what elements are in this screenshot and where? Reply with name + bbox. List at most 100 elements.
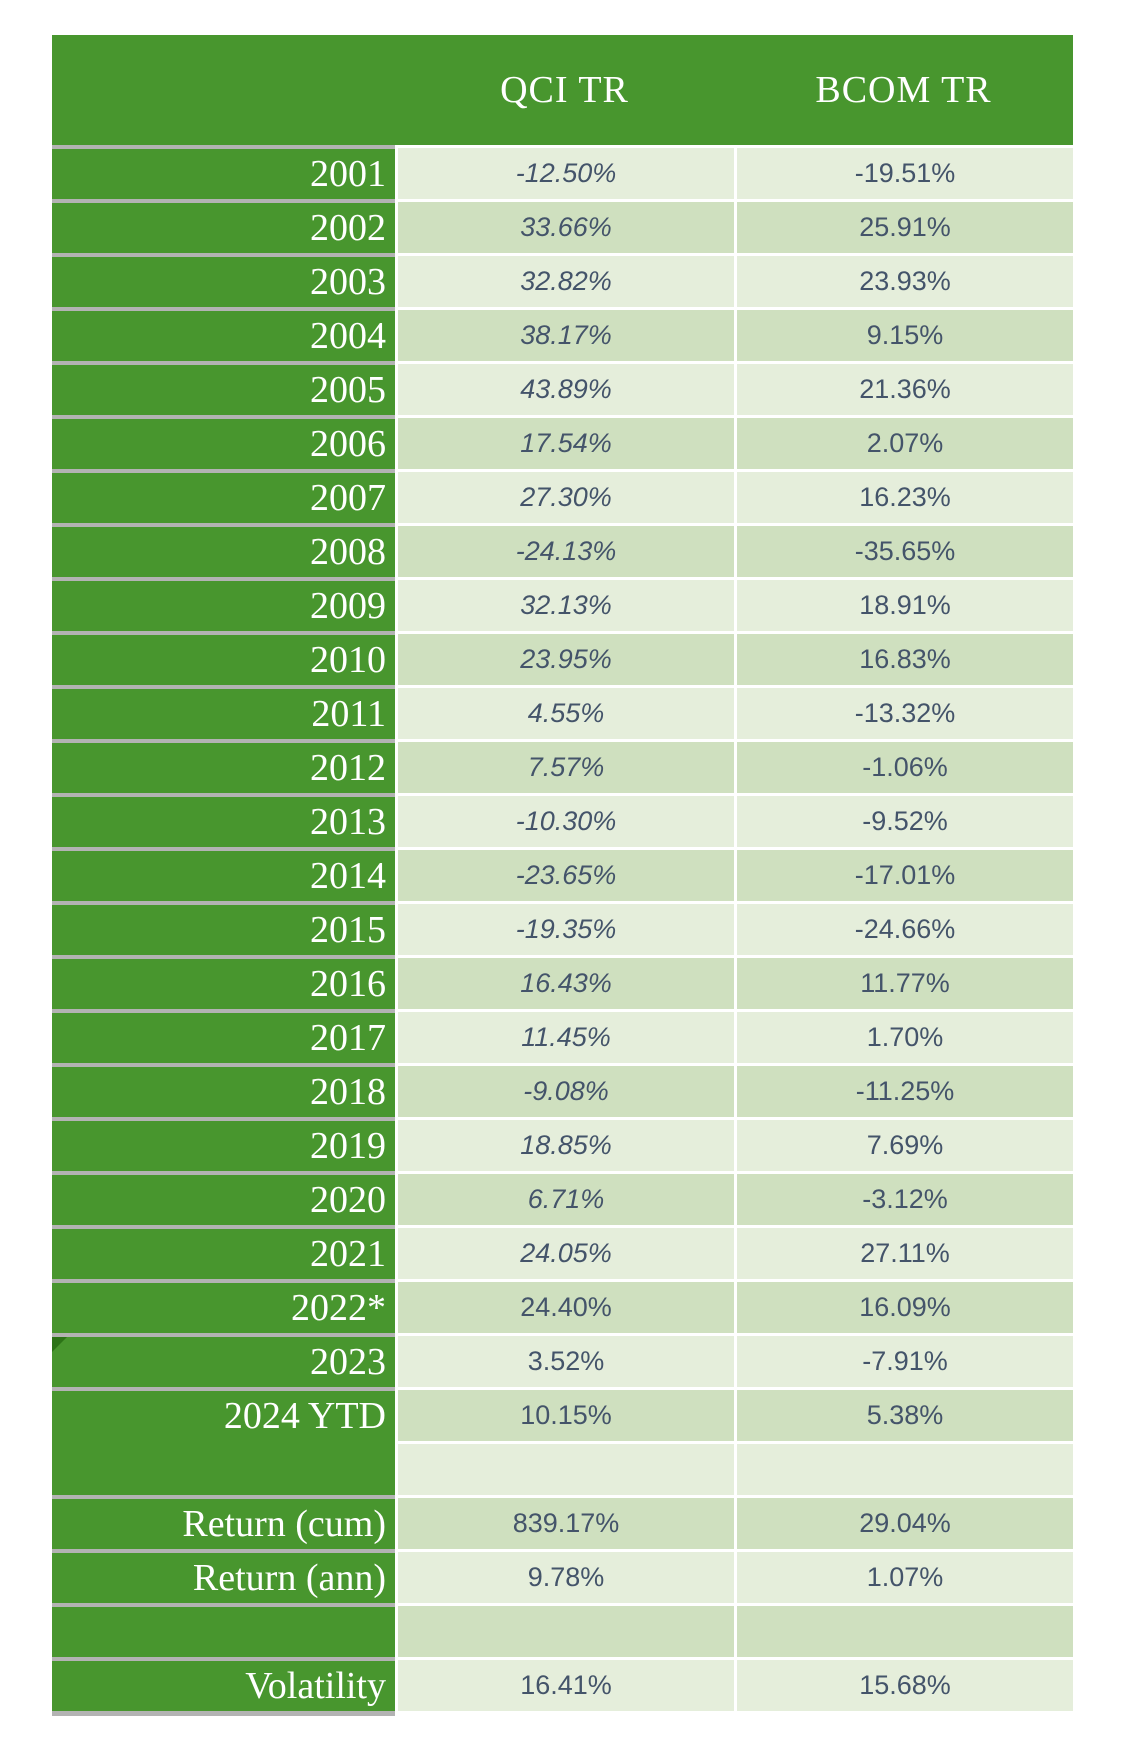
qci-value-cell: 16.41% (395, 1657, 734, 1711)
bcom-value: 18.91% (859, 590, 951, 620)
bcom-value: 1.07% (866, 1562, 944, 1592)
table-row: Volatility 16.41% 15.68% (52, 1657, 1073, 1711)
row-label-cell: 2008 (52, 523, 395, 577)
bcom-value: 21.36% (859, 374, 951, 404)
qci-value: 10.15% (520, 1400, 612, 1430)
table-row: 2007 27.30% 16.23% (52, 469, 1073, 523)
bcom-value: 25.91% (859, 212, 951, 242)
table-row: 2009 32.13% 18.91% (52, 577, 1073, 631)
qci-value: 3.52% (527, 1346, 605, 1376)
row-label-cell: Return (ann) (52, 1549, 395, 1603)
row-label: Volatility (245, 1665, 386, 1707)
row-label: 2016 (310, 963, 386, 1005)
row-label-cell: 2022* (52, 1279, 395, 1333)
qci-value-cell: 32.82% (395, 253, 734, 307)
qci-value-cell: -24.13% (395, 523, 734, 577)
table-row: 2010 23.95% 16.83% (52, 631, 1073, 685)
qci-value: -19.35% (515, 914, 617, 944)
qci-value-cell: 16.43% (395, 955, 734, 1009)
bcom-value-cell: -35.65% (734, 523, 1073, 577)
qci-value: 32.82% (520, 266, 612, 296)
row-label: 2007 (310, 477, 386, 519)
header-cell-bcom: BCOM TR (815, 69, 992, 111)
qci-value: 4.55% (527, 698, 605, 728)
qci-value-cell: 839.17% (395, 1495, 734, 1549)
qci-value: 18.85% (520, 1130, 612, 1160)
bcom-value-cell: 25.91% (734, 199, 1073, 253)
bcom-value: 23.93% (859, 266, 951, 296)
row-label-cell: 2012 (52, 739, 395, 793)
table-row (52, 1603, 1073, 1657)
table-row: 2003 32.82% 23.93% (52, 253, 1073, 307)
bcom-value: -24.66% (854, 914, 956, 944)
table-row: 2018 -9.08% -11.25% (52, 1063, 1073, 1117)
bcom-value: 16.83% (859, 644, 951, 674)
returns-table: QCI TR BCOM TR 2001 -12.50% -19.51% 2002… (52, 35, 1073, 1716)
bcom-value: -35.65% (854, 536, 956, 566)
row-label: 2004 (310, 315, 386, 357)
row-label: 2001 (310, 153, 386, 195)
row-label: 2020 (310, 1179, 386, 1221)
row-label-cell: 2020 (52, 1171, 395, 1225)
bcom-value: -7.91% (862, 1346, 948, 1376)
row-label: 2024 YTD (223, 1395, 386, 1437)
qci-value-cell: 9.78% (395, 1549, 734, 1603)
row-label-cell: 2002 (52, 199, 395, 253)
qci-value: 17.54% (520, 428, 612, 458)
table-row: 2022* 24.40% 16.09% (52, 1279, 1073, 1333)
table-row: 2013 -10.30% -9.52% (52, 793, 1073, 847)
bcom-value-cell: 18.91% (734, 577, 1073, 631)
bcom-value-cell: 9.15% (734, 307, 1073, 361)
bcom-value-cell: 15.68% (734, 1657, 1073, 1711)
qci-value: -10.30% (515, 806, 617, 836)
row-label-cell: 2021 (52, 1225, 395, 1279)
qci-value: 43.89% (520, 374, 612, 404)
header-spacer-cell (52, 35, 395, 145)
bcom-value: -3.12% (862, 1184, 948, 1214)
row-label-cell: 2010 (52, 631, 395, 685)
row-label: 2014 (310, 855, 386, 897)
qci-value: 24.40% (520, 1292, 612, 1322)
qci-value: 23.95% (520, 644, 612, 674)
table-row: 2005 43.89% 21.36% (52, 361, 1073, 415)
label-column-bottom-separator (52, 1711, 395, 1716)
bcom-value-cell: -17.01% (734, 847, 1073, 901)
row-label-cell: 2003 (52, 253, 395, 307)
row-label-cell: 2013 (52, 793, 395, 847)
table-body: 2001 -12.50% -19.51% 2002 33.66% 25.91% … (52, 145, 1073, 1711)
qci-value-cell (395, 1441, 734, 1495)
bcom-value-cell: 1.07% (734, 1549, 1073, 1603)
row-label: 2008 (310, 531, 386, 573)
row-label: 2005 (310, 369, 386, 411)
qci-value: 27.30% (520, 482, 612, 512)
row-label: 2018 (310, 1071, 386, 1113)
qci-value-cell: -10.30% (395, 793, 734, 847)
row-label-cell: 2018 (52, 1063, 395, 1117)
bcom-value: 29.04% (859, 1508, 951, 1538)
qci-value-cell: -23.65% (395, 847, 734, 901)
qci-value-cell: 3.52% (395, 1333, 734, 1387)
header-cell-qci: QCI TR (500, 69, 629, 111)
qci-value: 33.66% (520, 212, 612, 242)
bcom-value-cell: 16.09% (734, 1279, 1073, 1333)
row-label: 2010 (310, 639, 386, 681)
bcom-value: 15.68% (859, 1670, 951, 1700)
qci-value: -12.50% (515, 158, 617, 188)
table-row (52, 1441, 1073, 1495)
bcom-value: 11.77% (860, 968, 950, 998)
qci-value-cell: 11.45% (395, 1009, 734, 1063)
bcom-value: 16.23% (859, 482, 951, 512)
qci-value: 16.43% (520, 968, 612, 998)
qci-value-cell: 24.40% (395, 1279, 734, 1333)
qci-value-cell: 32.13% (395, 577, 734, 631)
table-row: Return (cum) 839.17% 29.04% (52, 1495, 1073, 1549)
bcom-value: -13.32% (854, 698, 956, 728)
bcom-value: -11.25% (855, 1076, 955, 1106)
bcom-value-cell: 16.83% (734, 631, 1073, 685)
bcom-value: 16.09% (859, 1292, 951, 1322)
row-label: 2015 (310, 909, 386, 951)
table-row: 2001 -12.50% -19.51% (52, 145, 1073, 199)
qci-value-cell: 17.54% (395, 415, 734, 469)
row-label: 2022* (291, 1287, 386, 1329)
bcom-value-cell (734, 1441, 1073, 1495)
